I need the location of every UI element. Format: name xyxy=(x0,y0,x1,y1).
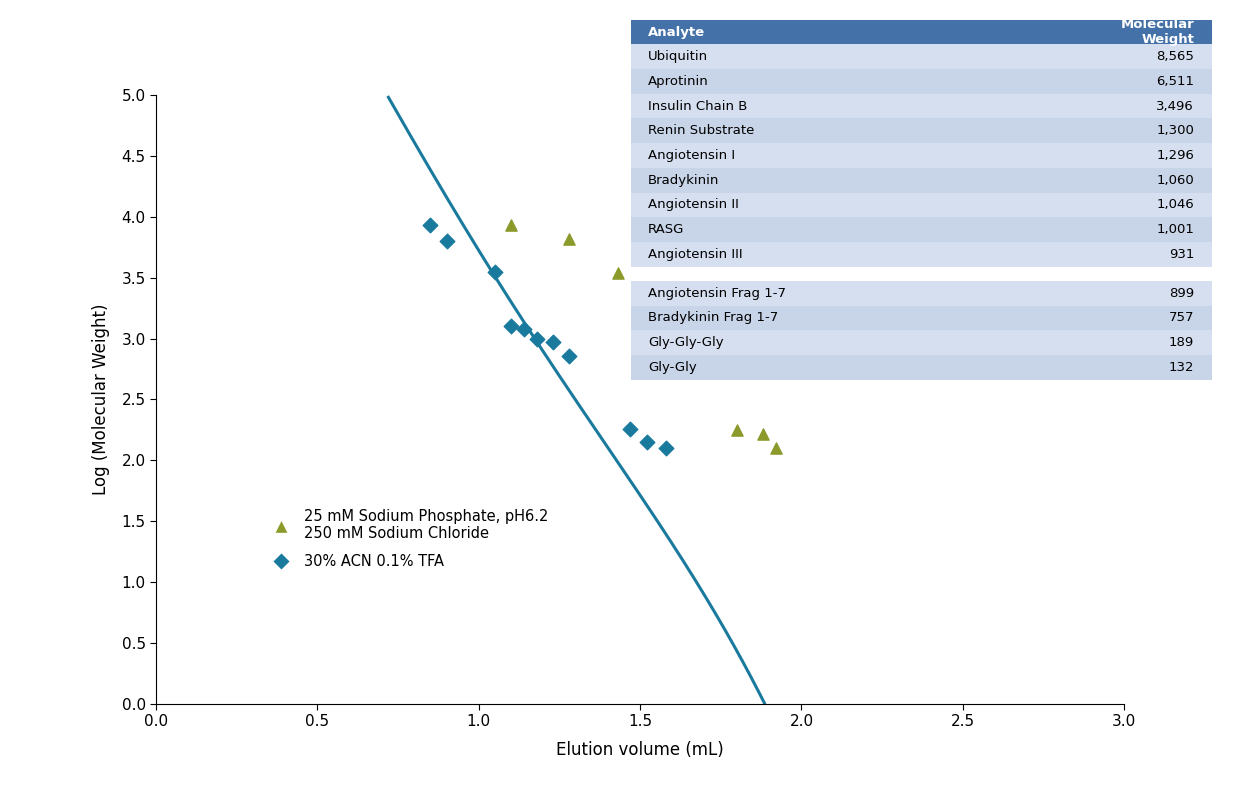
Point xyxy=(560,233,580,245)
Point xyxy=(766,442,786,455)
Text: Aprotinin: Aprotinin xyxy=(648,75,709,88)
Text: 1,300: 1,300 xyxy=(1157,124,1194,138)
X-axis label: Elution volume (mL): Elution volume (mL) xyxy=(556,740,724,759)
Text: Angiotensin I: Angiotensin I xyxy=(648,149,736,162)
Point xyxy=(527,332,547,345)
Text: 1,001: 1,001 xyxy=(1157,223,1194,236)
Point xyxy=(656,442,676,455)
Point xyxy=(688,344,708,357)
Text: 6,511: 6,511 xyxy=(1157,75,1194,88)
Text: 1,296: 1,296 xyxy=(1157,149,1194,162)
Bar xyxy=(631,242,1212,267)
Point xyxy=(1127,332,1147,345)
Text: 1,046: 1,046 xyxy=(1157,199,1194,211)
Point xyxy=(704,348,724,361)
Text: Ubiquitin: Ubiquitin xyxy=(648,51,708,63)
Text: Renin Substrate: Renin Substrate xyxy=(648,124,754,138)
Text: Insulin Chain B: Insulin Chain B xyxy=(648,100,748,112)
Bar xyxy=(631,168,1212,192)
Bar xyxy=(631,305,1212,331)
Bar xyxy=(631,69,1212,94)
Point xyxy=(621,422,641,435)
Text: Analyte: Analyte xyxy=(648,25,706,39)
Bar xyxy=(631,94,1212,119)
Legend: 25 mM Sodium Phosphate, pH6.2
250 mM Sodium Chloride, 30% ACN 0.1% TFA: 25 mM Sodium Phosphate, pH6.2 250 mM Sod… xyxy=(260,503,555,575)
Point xyxy=(631,332,651,345)
Point xyxy=(727,423,747,436)
Text: Bradykinin Frag 1-7: Bradykinin Frag 1-7 xyxy=(648,312,778,324)
Point xyxy=(515,323,535,335)
Point xyxy=(607,267,627,279)
Text: Gly-Gly-Gly: Gly-Gly-Gly xyxy=(648,336,723,349)
Point xyxy=(501,219,521,232)
Bar xyxy=(631,20,1212,44)
Text: Bradykinin: Bradykinin xyxy=(648,174,719,187)
Text: Angiotensin III: Angiotensin III xyxy=(648,248,743,261)
Text: Angiotensin II: Angiotensin II xyxy=(648,199,739,211)
Point xyxy=(543,336,563,349)
Text: 189: 189 xyxy=(1169,336,1194,349)
Text: 132: 132 xyxy=(1169,361,1194,374)
Text: 931: 931 xyxy=(1169,248,1194,261)
Bar xyxy=(631,119,1212,143)
Text: 899: 899 xyxy=(1169,287,1194,300)
Bar xyxy=(631,192,1212,218)
Point xyxy=(676,339,696,351)
Point xyxy=(485,265,505,278)
Text: RASG: RASG xyxy=(648,223,684,236)
Point xyxy=(560,350,580,362)
Bar xyxy=(631,44,1212,69)
Point xyxy=(501,320,521,333)
Text: 3,496: 3,496 xyxy=(1157,100,1194,112)
Text: 757: 757 xyxy=(1169,312,1194,324)
Bar xyxy=(631,267,1212,281)
Text: Gly-Gly: Gly-Gly xyxy=(648,361,697,374)
Text: Angiotensin Frag 1-7: Angiotensin Frag 1-7 xyxy=(648,287,786,300)
Text: 1,060: 1,060 xyxy=(1157,174,1194,187)
Bar xyxy=(631,355,1212,380)
Text: 8,565: 8,565 xyxy=(1157,51,1194,63)
Bar xyxy=(631,331,1212,355)
Text: Molecular
Weight: Molecular Weight xyxy=(1120,18,1194,46)
Point xyxy=(421,219,441,232)
Point xyxy=(753,427,773,440)
Bar xyxy=(631,218,1212,242)
Y-axis label: Log (Molecular Weight): Log (Molecular Weight) xyxy=(92,304,110,495)
Point xyxy=(662,336,682,349)
Point xyxy=(437,235,457,248)
Bar xyxy=(631,281,1212,305)
Bar xyxy=(631,143,1212,168)
Point xyxy=(637,436,657,448)
Point xyxy=(914,323,934,335)
